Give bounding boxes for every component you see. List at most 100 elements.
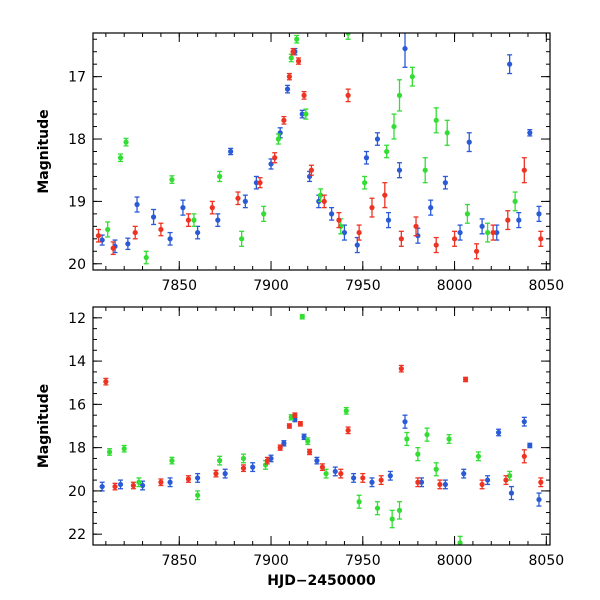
data-point	[185, 476, 192, 482]
data-point	[158, 226, 164, 233]
data-point	[374, 505, 381, 511]
data-point	[261, 211, 267, 217]
data-point	[95, 233, 102, 239]
data-point	[150, 214, 157, 220]
data-point	[286, 423, 292, 429]
data-point	[512, 198, 518, 204]
data-point	[418, 479, 425, 485]
x-tick-label: 7900	[253, 553, 289, 569]
data-point	[396, 92, 403, 98]
data-point	[299, 314, 305, 320]
data-point	[295, 58, 302, 64]
x-axis-label: HJD−2450000	[267, 573, 376, 589]
data-point	[396, 507, 403, 513]
x-tick-label: 7900	[253, 278, 289, 294]
data-point	[442, 481, 448, 488]
data-point	[484, 229, 491, 236]
x-tick-label: 7850	[161, 553, 197, 569]
data-point	[117, 481, 124, 488]
data-point	[415, 451, 421, 457]
data-point	[306, 449, 313, 455]
data-point	[297, 421, 303, 427]
data-point	[461, 471, 467, 477]
data-point	[384, 148, 390, 155]
data-point	[466, 139, 472, 145]
data-point	[336, 217, 342, 223]
data-point	[257, 180, 263, 186]
data-point	[228, 148, 234, 155]
data-point	[462, 376, 469, 383]
y-tick-label: 18	[68, 441, 86, 457]
data-point	[132, 229, 138, 236]
data-point	[308, 167, 315, 173]
x-tick-label: 8000	[437, 553, 473, 569]
data-point	[351, 475, 357, 481]
y-tick-label: 19	[68, 194, 86, 210]
data-point	[106, 449, 113, 455]
data-point	[328, 211, 335, 217]
data-point	[404, 436, 410, 442]
x-tick-label: 7950	[345, 278, 381, 294]
data-point	[167, 236, 173, 242]
x-tick-label: 8000	[437, 278, 473, 294]
data-point	[250, 464, 256, 470]
data-point	[521, 167, 527, 173]
x-tick-label: 7950	[345, 553, 381, 569]
data-point	[428, 205, 434, 211]
data-point	[345, 33, 351, 36]
data-point	[185, 217, 192, 223]
data-point	[464, 211, 471, 217]
data-point	[433, 242, 439, 248]
data-points	[99, 313, 544, 545]
data-point	[442, 180, 448, 186]
x-tick-label: 8050	[529, 553, 565, 569]
data-point	[284, 86, 291, 92]
data-point	[294, 36, 300, 42]
y-tick-label: 20	[68, 484, 86, 500]
y-tick-label: 20	[68, 257, 86, 273]
data-point	[521, 453, 527, 459]
data-point	[369, 479, 375, 485]
data-point	[536, 211, 542, 217]
data-point	[345, 427, 351, 433]
y-tick-label: 14	[68, 354, 86, 370]
data-point	[240, 455, 247, 462]
data-point	[332, 468, 338, 475]
data-point	[385, 217, 392, 223]
data-point	[475, 453, 482, 459]
data-point	[195, 492, 201, 498]
data-point	[496, 429, 502, 436]
data-point	[317, 192, 324, 198]
plot-frame	[92, 306, 551, 546]
x-tick-label: 8050	[529, 278, 565, 294]
data-point	[338, 471, 344, 477]
data-point	[305, 438, 311, 444]
data-point	[136, 479, 142, 485]
data-point	[507, 473, 513, 479]
data-point	[288, 55, 294, 61]
data-point	[321, 198, 327, 204]
data-point	[374, 136, 381, 142]
data-point	[217, 458, 223, 464]
data-point	[516, 217, 522, 223]
data-point	[369, 205, 375, 211]
data-point	[301, 92, 307, 98]
data-point	[105, 226, 111, 233]
data-point	[240, 465, 247, 471]
data-point	[299, 111, 305, 117]
data-point	[479, 481, 485, 488]
data-point	[505, 217, 511, 223]
data-point	[473, 248, 480, 254]
data-point	[527, 442, 533, 449]
data-point	[158, 479, 164, 485]
data-point	[389, 516, 395, 522]
data-point	[479, 223, 485, 229]
data-point	[253, 180, 259, 186]
data-point	[424, 432, 430, 438]
data-point	[382, 192, 388, 198]
data-point	[521, 419, 527, 425]
data-point	[444, 130, 450, 136]
bottom-panel: 7850 7900 7950 8000 8050 12 14 16 18 20 22 Magnitud…	[36, 306, 565, 589]
data-point	[195, 475, 201, 481]
data-point	[398, 236, 404, 242]
